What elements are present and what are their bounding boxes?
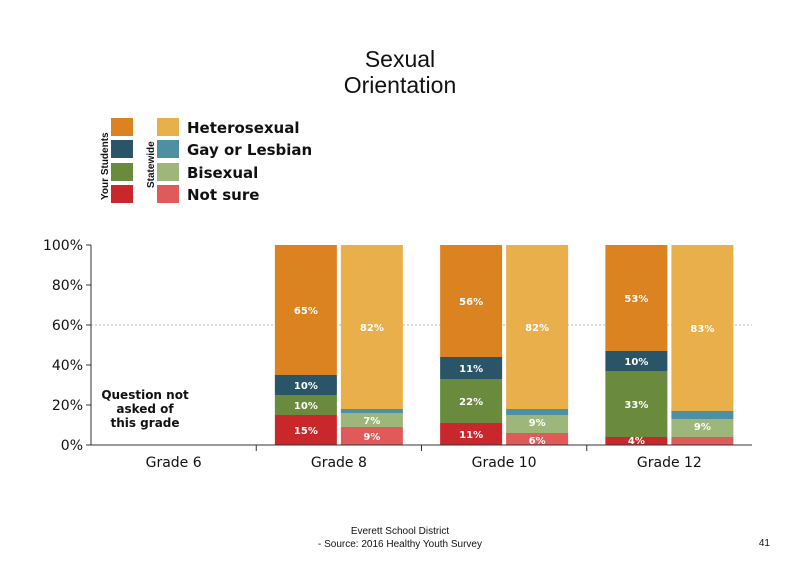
bar-segment — [340, 409, 403, 413]
chart-data-labels: 15% 10% 10% 65% 9% 7% 82% 11% 22% 11% 56% 6% 9% 82% 4%… — [294, 294, 714, 447]
bar-segment — [340, 427, 403, 445]
page-number: 41 — [758, 538, 770, 549]
legend-your-swatch-gay — [111, 140, 133, 158]
y-tick-label: 100% — [43, 238, 83, 254]
bar-segment — [506, 245, 569, 409]
data-label: 53% — [624, 294, 648, 305]
legend-your-swatch-notsure — [111, 185, 133, 203]
x-tick-label: Grade 6 — [146, 455, 202, 471]
bar-segment — [440, 423, 503, 445]
x-tick-label: Grade 8 — [311, 455, 367, 471]
chart-bars — [274, 245, 734, 445]
y-tick-label: 60% — [52, 318, 83, 334]
bar-segment — [671, 419, 734, 437]
data-label: 4% — [628, 436, 645, 447]
x-tick-label: Grade 10 — [472, 455, 537, 471]
y-tick-label: 0% — [61, 438, 83, 454]
data-label: 7% — [363, 416, 380, 427]
data-label: 83% — [690, 324, 714, 335]
chart-axes: 0% 20% 40% 60% 80% 100% Grade 6 Grade 8 Grade 10… — [43, 238, 752, 471]
data-label: 15% — [294, 426, 318, 437]
data-label: 82% — [360, 323, 384, 334]
legend-state-swatch-heterosexual — [157, 118, 179, 136]
y-tick-label: 40% — [52, 358, 83, 374]
bar-segment — [605, 245, 668, 351]
legend-label-bisexual: Bisexual — [187, 164, 259, 182]
legend-your-swatch-heterosexual — [111, 118, 133, 136]
note-line-2: asked of — [116, 402, 174, 416]
data-label: 11% — [459, 430, 483, 441]
legend-state-swatch-bisexual — [157, 163, 179, 181]
legend-label-notsure: Not sure — [187, 186, 260, 204]
data-label: 11% — [459, 364, 483, 375]
x-tick-label: Grade 12 — [637, 455, 702, 471]
chart-title: Sexual Orientation — [0, 46, 800, 98]
data-label: 65% — [294, 306, 318, 317]
note-line-3: this grade — [110, 416, 179, 430]
bar-segment — [605, 371, 668, 437]
data-label: 6% — [529, 436, 546, 447]
bar-segment — [671, 411, 734, 419]
legend-state-swatch-notsure — [157, 185, 179, 203]
data-label: 33% — [624, 400, 648, 411]
data-label: 9% — [694, 422, 711, 433]
title-line-2: Orientation — [343, 72, 457, 98]
y-tick-label: 80% — [52, 278, 83, 294]
note-line-1: Question not — [101, 388, 189, 402]
data-label: 10% — [294, 401, 318, 412]
data-label: 82% — [525, 323, 549, 334]
bar-segment — [274, 375, 337, 395]
bar-segment — [274, 415, 337, 445]
bar-segment — [274, 245, 337, 375]
legend-label-gay: Gay or Lesbian — [187, 141, 313, 159]
title-line-1: Sexual — [364, 46, 436, 72]
y-tick-label: 20% — [52, 398, 83, 414]
bar-segment — [274, 395, 337, 415]
bar-segment — [506, 433, 569, 445]
data-label: 22% — [459, 397, 483, 408]
data-label: 9% — [529, 418, 546, 429]
bar-segment — [340, 413, 403, 427]
footer-source: - Source: 2016 Healthy Youth Survey — [318, 539, 482, 550]
data-label: 10% — [624, 357, 648, 368]
legend-your-swatch-bisexual — [111, 163, 133, 181]
legend-label-heterosexual: Heterosexual — [187, 119, 300, 137]
legend-state-swatch-gay — [157, 140, 179, 158]
bar-segment — [671, 245, 734, 411]
bar-segment — [340, 245, 403, 409]
data-label: 56% — [459, 297, 483, 308]
footer-district: Everett School District — [350, 526, 450, 537]
bar-segment — [440, 245, 503, 357]
data-label: 10% — [294, 381, 318, 392]
bar-segment — [440, 379, 503, 423]
bar-segment — [440, 357, 503, 379]
bar-segment — [506, 409, 569, 415]
bar-segment — [506, 415, 569, 433]
bar-segment — [605, 437, 668, 445]
bar-segment — [671, 437, 734, 445]
bar-segment — [605, 351, 668, 371]
data-label: 9% — [363, 432, 380, 443]
